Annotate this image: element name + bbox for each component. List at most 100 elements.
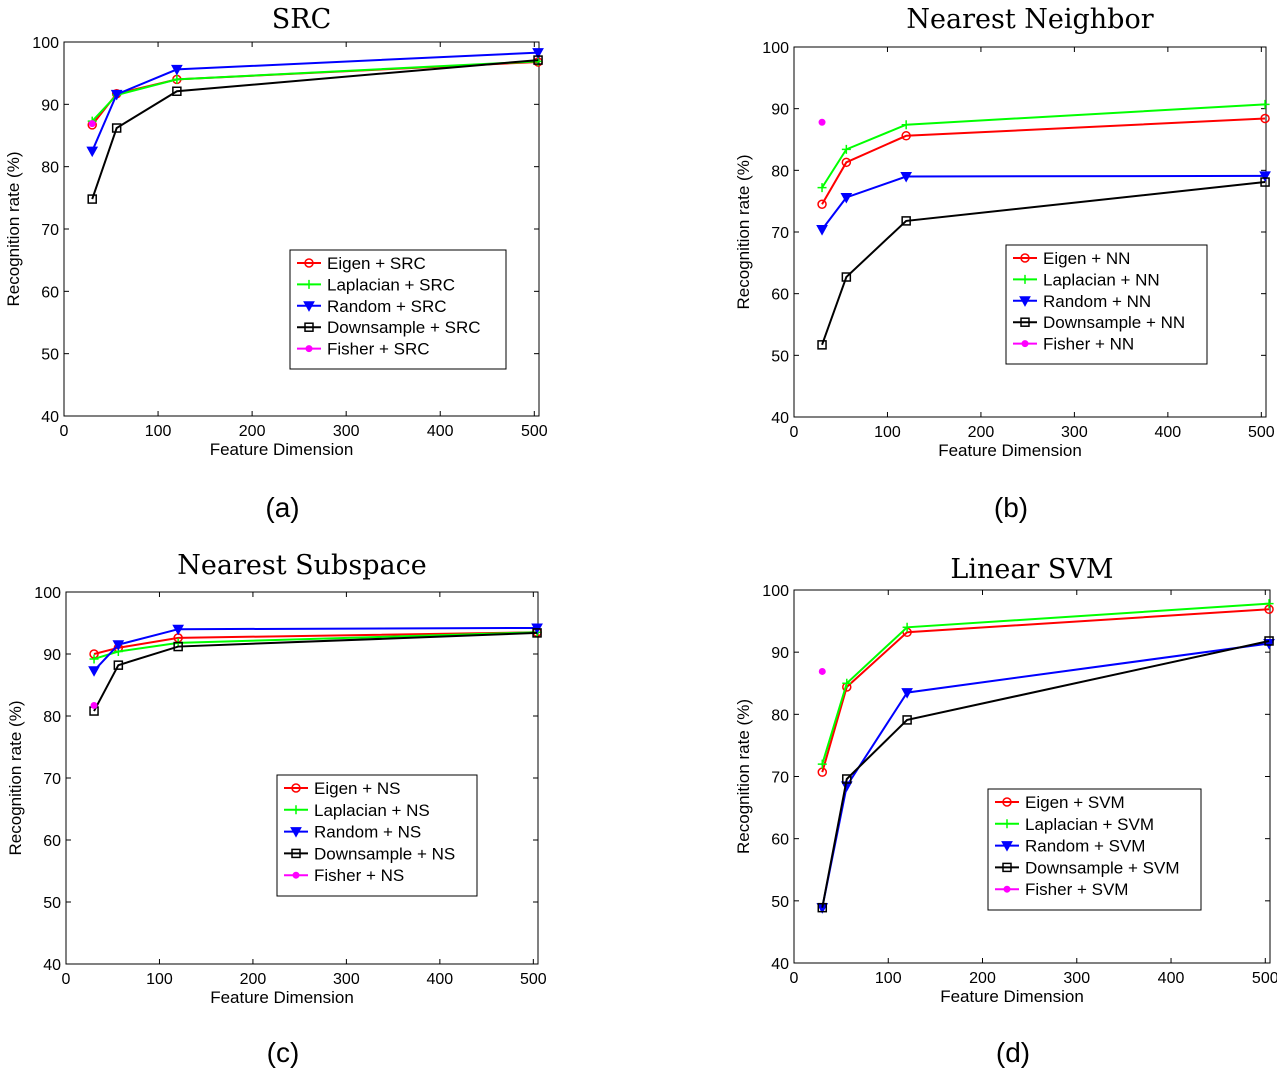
series: [87, 56, 543, 126]
legend-marker: [291, 848, 301, 859]
y-axis-label: Recognition rate (%): [734, 699, 753, 854]
x-tick-label: 300: [333, 971, 360, 988]
series: [817, 177, 1270, 350]
data-point: [89, 654, 99, 664]
x-tick-label: 500: [1248, 424, 1275, 441]
data-point: [532, 628, 542, 638]
legend-label: Random + NS: [314, 823, 421, 842]
legend-marker: [291, 783, 301, 793]
series-line: [91, 59, 539, 200]
series: [818, 667, 826, 675]
series-line: [821, 608, 1270, 773]
legend-label: Downsample + NS: [314, 844, 455, 863]
series: [90, 701, 98, 709]
legend-label: Fisher + SRC: [327, 340, 430, 359]
y-tick-label: 50: [771, 894, 789, 911]
y-tick-label: 40: [771, 410, 789, 427]
data-point: [172, 86, 182, 96]
x-axis-label: Feature Dimension: [210, 988, 354, 1007]
x-tick-label: 400: [427, 423, 454, 440]
y-tick-label: 80: [771, 707, 789, 724]
panel-caption: (b): [994, 492, 1028, 523]
series-line: [93, 631, 538, 712]
chart-title: SRC: [272, 4, 331, 35]
y-tick-label: 40: [771, 956, 789, 973]
series: [87, 57, 543, 130]
legend-marker: [304, 279, 314, 289]
legend-marker: [1021, 340, 1029, 348]
x-axis-label: Feature Dimension: [938, 441, 1082, 460]
y-tick-label: 80: [771, 163, 789, 180]
legend-marker: [1002, 797, 1012, 807]
legend-label: Laplacian + NN: [1043, 270, 1160, 289]
y-tick-label: 100: [762, 583, 789, 600]
series-line: [93, 631, 538, 660]
y-tick-label: 60: [41, 284, 59, 301]
panel-caption: (c): [267, 1037, 300, 1068]
data-point: [86, 146, 99, 158]
x-tick-label: 500: [520, 971, 547, 988]
series: [817, 113, 1270, 209]
chart-panel: 0 100 200 300 400 500 40 50 60 70 80 90 100 Nearest S…: [6, 550, 547, 1068]
data-point: [842, 774, 852, 784]
data-point: [171, 64, 183, 76]
y-tick-label: 70: [771, 225, 789, 242]
data-point: [841, 144, 851, 154]
legend-label: Downsample + SVM: [1025, 858, 1179, 877]
data-point: [817, 759, 827, 769]
y-tick-label: 80: [43, 709, 61, 726]
data-point: [1260, 113, 1270, 124]
data-point: [1260, 99, 1270, 109]
data-point: [88, 666, 100, 677]
legend-label: Eigen + SVM: [1025, 793, 1125, 812]
x-tick-label: 0: [790, 970, 799, 987]
legend-marker: [1020, 253, 1030, 263]
legend-label: Random + NN: [1043, 292, 1151, 311]
data-point: [111, 123, 122, 133]
data-point: [87, 194, 97, 204]
series-line: [91, 60, 539, 126]
x-axis-label: Feature Dimension: [210, 440, 354, 459]
legend-box: [276, 774, 478, 897]
data-point: [172, 624, 185, 636]
y-tick-label: 70: [41, 222, 59, 239]
chart-title: Nearest Subspace: [177, 550, 426, 581]
data-point: [902, 622, 912, 632]
series-line: [91, 60, 539, 122]
series: [86, 48, 544, 158]
y-tick-label: 40: [43, 957, 61, 974]
legend-label: Fisher + NS: [314, 866, 404, 885]
x-tick-label: 200: [240, 971, 267, 988]
data-point: [842, 678, 852, 688]
data-point: [1264, 636, 1274, 646]
x-tick-label: 100: [875, 970, 902, 987]
y-axis-label: Recognition rate (%): [4, 152, 23, 307]
series: [816, 171, 1271, 236]
legend-label: Laplacian + SVM: [1025, 815, 1154, 834]
series: [817, 99, 1270, 193]
data-point: [110, 89, 123, 101]
legend: Eigen + NS Laplacian + NS Random + NS Downs…: [276, 774, 478, 897]
data-point: [841, 157, 852, 168]
data-point: [533, 55, 543, 65]
legend-marker: [304, 258, 314, 268]
x-tick-label: 300: [333, 423, 360, 440]
series: [89, 628, 542, 716]
y-tick-label: 40: [41, 409, 59, 426]
x-tick-label: 400: [1158, 970, 1185, 987]
legend-box: [987, 788, 1202, 911]
chart-panel: 0 100 200 300 400 500 40 50 60 70 80 90 100 SRC Featur…: [4, 4, 548, 523]
series-line: [93, 631, 538, 655]
data-point: [902, 715, 912, 725]
legend-label: Fisher + NN: [1043, 335, 1134, 354]
series-line: [821, 174, 1266, 231]
y-tick-label: 90: [41, 97, 59, 114]
series-line: [93, 626, 538, 672]
x-tick-label: 0: [790, 424, 799, 441]
x-tick-label: 300: [1063, 970, 1090, 987]
data-point: [532, 48, 544, 59]
x-axis-label: Feature Dimension: [940, 987, 1084, 1006]
data-point: [900, 172, 913, 183]
